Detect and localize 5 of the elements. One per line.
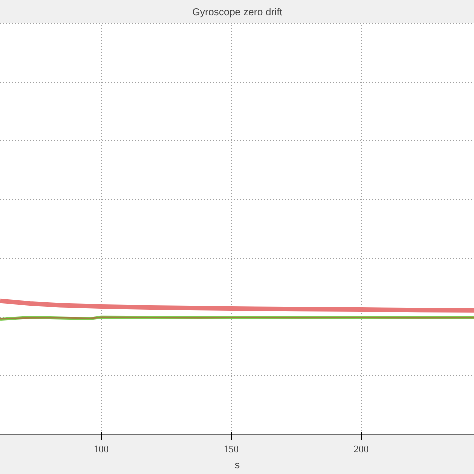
x-tick-label: 150: [224, 444, 239, 456]
chart-title: Gyroscope zero drift: [192, 8, 283, 18]
x-axis-title: s: [235, 460, 240, 472]
x-tick-label: 200: [354, 444, 369, 456]
x-tick-label: 100: [94, 444, 109, 456]
